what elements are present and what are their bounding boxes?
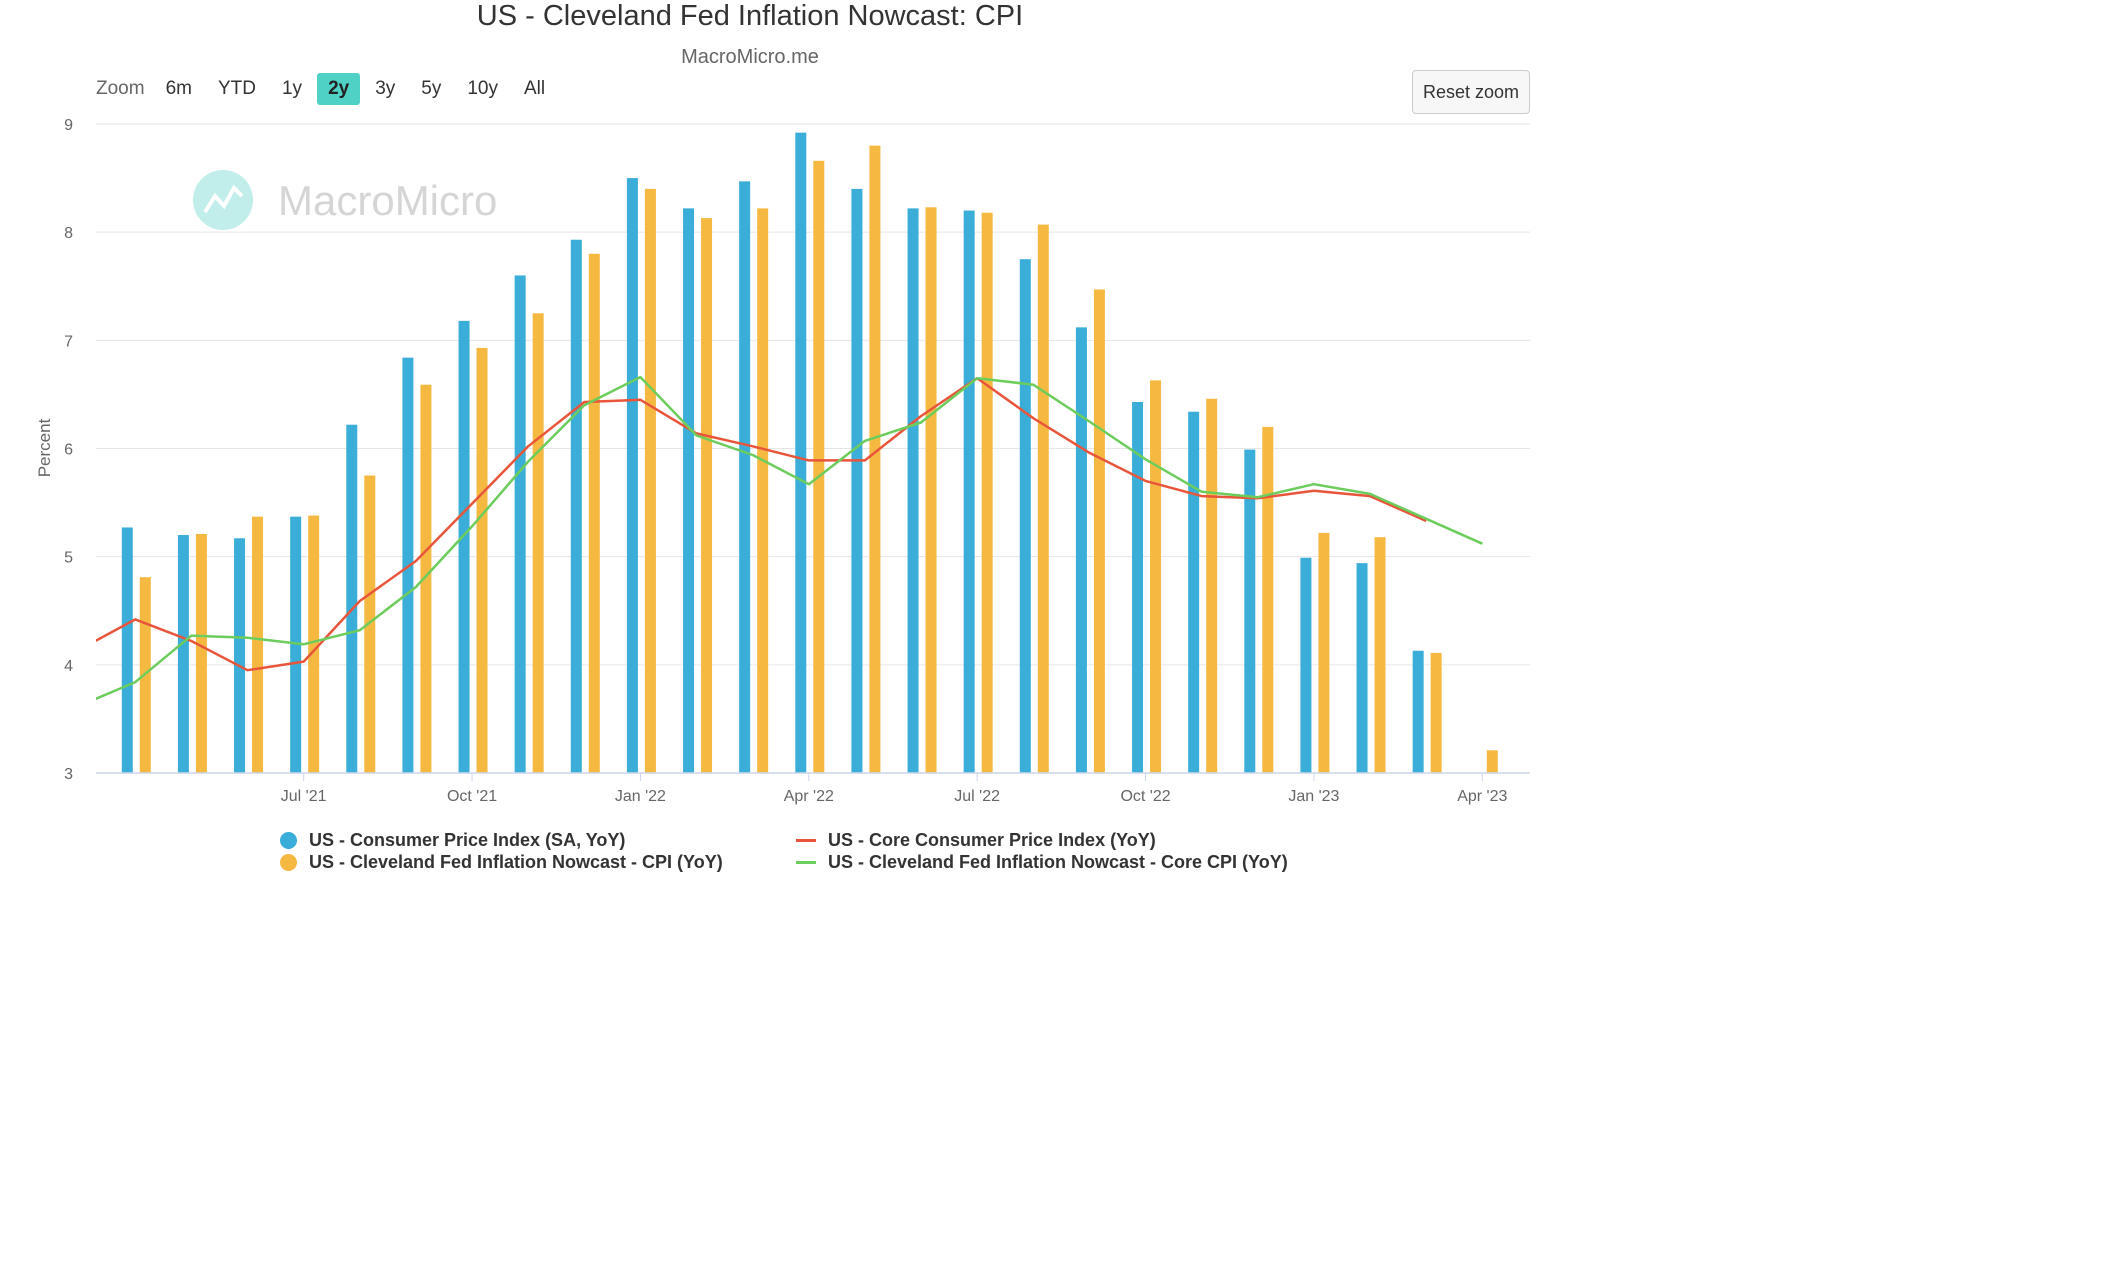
- nowcast-cpi-bar[interactable]: [1206, 398, 1218, 773]
- x-tick-label: Oct '22: [1120, 788, 1170, 805]
- chart-subtitle: MacroMicro.me: [681, 46, 819, 68]
- y-tick-label: 7: [64, 333, 73, 350]
- legend-marker-cpi: [280, 832, 297, 849]
- watermark-logo-mark: [203, 184, 244, 214]
- cpi-bar[interactable]: [570, 239, 582, 773]
- grid-lines: [96, 123, 1530, 666]
- cpi-bar[interactable]: [1300, 557, 1312, 773]
- legend-item-nowcast-cpi[interactable]: US - Cleveland Fed Inflation Nowcast - C…: [280, 852, 723, 873]
- cpi-bar[interactable]: [1132, 401, 1144, 773]
- cpi-bar[interactable]: [626, 178, 638, 774]
- cpi-bar[interactable]: [346, 424, 358, 773]
- x-tick-label: Apr '23: [1457, 788, 1507, 805]
- bars: [121, 132, 1498, 774]
- zoom-1y-button[interactable]: 1y: [281, 78, 303, 99]
- reset-zoom-button[interactable]: Reset zoom: [1412, 70, 1530, 114]
- cpi-bar[interactable]: [1019, 259, 1031, 773]
- legend-marker-core-cpi: [796, 839, 816, 842]
- y-tick-label: 8: [64, 225, 73, 242]
- nowcast-cpi-bar[interactable]: [1262, 426, 1274, 773]
- legend-label-core-cpi: US - Core Consumer Price Index (YoY): [828, 830, 1156, 850]
- nowcast-cpi-bar[interactable]: [813, 160, 825, 773]
- legend-label-nowcast-core: US - Cleveland Fed Inflation Nowcast - C…: [828, 852, 1288, 872]
- cpi-bar[interactable]: [1188, 411, 1200, 773]
- nowcast-cpi-bar[interactable]: [252, 516, 264, 773]
- nowcast-cpi-bar[interactable]: [420, 384, 432, 773]
- legend-marker-nowcast-cpi: [280, 854, 297, 871]
- x-tick-label: Jul '22: [954, 788, 1000, 805]
- nowcast-cpi-bar[interactable]: [308, 515, 320, 773]
- y-tick-label: 9: [64, 117, 73, 134]
- cpi-bar[interactable]: [907, 208, 919, 773]
- y-tick-label: 4: [64, 658, 73, 675]
- nowcast-cpi-bar[interactable]: [195, 533, 207, 773]
- cpi-bar[interactable]: [290, 516, 302, 773]
- legend-label-nowcast-cpi: US - Cleveland Fed Inflation Nowcast - C…: [309, 852, 723, 872]
- watermark: MacroMicro: [193, 170, 497, 230]
- y-tick-label: 5: [64, 550, 73, 567]
- cpi-bar[interactable]: [1356, 563, 1368, 773]
- nowcast-cpi-bar[interactable]: [364, 475, 376, 773]
- y-axis-title: Percent: [35, 418, 54, 477]
- nowcast-cpi-bar[interactable]: [981, 212, 993, 774]
- zoom-5y-button[interactable]: 5y: [421, 78, 442, 99]
- watermark-logo-icon: [193, 170, 253, 230]
- nowcast-cpi-bar[interactable]: [757, 208, 769, 773]
- zoom-label: Zoom: [96, 78, 145, 99]
- cpi-bar[interactable]: [177, 535, 189, 773]
- cpi-bar[interactable]: [458, 320, 470, 773]
- nowcast-cpi-bar[interactable]: [1374, 537, 1386, 773]
- watermark-text: MacroMicro: [278, 177, 497, 224]
- zoom-10y-button[interactable]: 10y: [467, 78, 498, 99]
- nowcast-cpi-bar[interactable]: [1430, 652, 1442, 773]
- cpi-bar[interactable]: [683, 208, 695, 773]
- x-tick-label: Apr '22: [784, 788, 834, 805]
- legend-item-core-cpi[interactable]: US - Core Consumer Price Index (YoY): [796, 830, 1156, 851]
- nowcast-cpi-bar[interactable]: [588, 253, 600, 774]
- series-lines: [79, 375, 1483, 706]
- zoom-6m-button[interactable]: 6m: [165, 78, 192, 99]
- nowcast-cpi-bar[interactable]: [1150, 380, 1162, 773]
- nowcast-cpi-bar[interactable]: [1486, 750, 1498, 773]
- zoom-2y-button[interactable]: 2y: [317, 73, 361, 105]
- x-tick-label: Oct '21: [447, 788, 497, 805]
- zoom-3y-button[interactable]: 3y: [375, 78, 396, 99]
- cpi-bar[interactable]: [234, 538, 246, 773]
- nowcast-cpi-bar[interactable]: [644, 188, 656, 773]
- legend-label-cpi: US - Consumer Price Index (SA, YoY): [309, 830, 626, 850]
- cpi-bar[interactable]: [1244, 449, 1256, 773]
- cpi-bar[interactable]: [795, 132, 807, 774]
- cpi-bar[interactable]: [514, 275, 526, 773]
- cpi-bar[interactable]: [1075, 327, 1087, 773]
- cpi-bar[interactable]: [963, 210, 975, 774]
- nowcast-cpi-bar[interactable]: [1318, 532, 1330, 773]
- nowcast-cpi-bar[interactable]: [476, 347, 488, 773]
- x-tick-label: Jan '23: [1288, 788, 1339, 805]
- zoom-bar: Zoom 6m YTD 1y 2y 3y 5y 10y All: [96, 72, 560, 106]
- nowcast-core-line[interactable]: [79, 375, 1483, 706]
- nowcast-cpi-bar[interactable]: [701, 218, 713, 774]
- core-cpi-line[interactable]: [79, 376, 1427, 672]
- x-tick-label: Jul '21: [281, 788, 327, 805]
- nowcast-cpi-bar[interactable]: [1037, 224, 1049, 774]
- legend-item-cpi[interactable]: US - Consumer Price Index (SA, YoY): [280, 830, 625, 851]
- nowcast-cpi-bar[interactable]: [1093, 289, 1105, 773]
- chart-plot: MacroMicro 3 4 5 6 7 8 9 Jul '21 Oct '21 Jan '22 A…: [35, 117, 1530, 805]
- zoom-all-button[interactable]: All: [524, 78, 546, 99]
- axes: 3 4 5 6 7 8 9 Jul '21 Oct '21 Jan '22 Apr '22 Jul '…: [64, 117, 1530, 805]
- cpi-bar[interactable]: [1412, 650, 1424, 773]
- cpi-bar[interactable]: [851, 188, 863, 773]
- cpi-bar[interactable]: [739, 181, 751, 773]
- y-tick-label: 6: [64, 442, 73, 459]
- nowcast-cpi-bar[interactable]: [869, 145, 881, 774]
- nowcast-cpi-bar[interactable]: [532, 313, 544, 773]
- nowcast-cpi-bar[interactable]: [925, 207, 937, 773]
- legend-marker-nowcast-core: [796, 861, 816, 864]
- cpi-bar[interactable]: [121, 527, 133, 773]
- x-tick-label: Jan '22: [615, 788, 666, 805]
- y-tick-label: 3: [64, 766, 73, 783]
- legend-item-nowcast-core[interactable]: US - Cleveland Fed Inflation Nowcast - C…: [796, 852, 1288, 873]
- chart-title: US - Cleveland Fed Inflation Nowcast: CP…: [476, 0, 1024, 32]
- zoom-ytd-button[interactable]: YTD: [217, 78, 256, 99]
